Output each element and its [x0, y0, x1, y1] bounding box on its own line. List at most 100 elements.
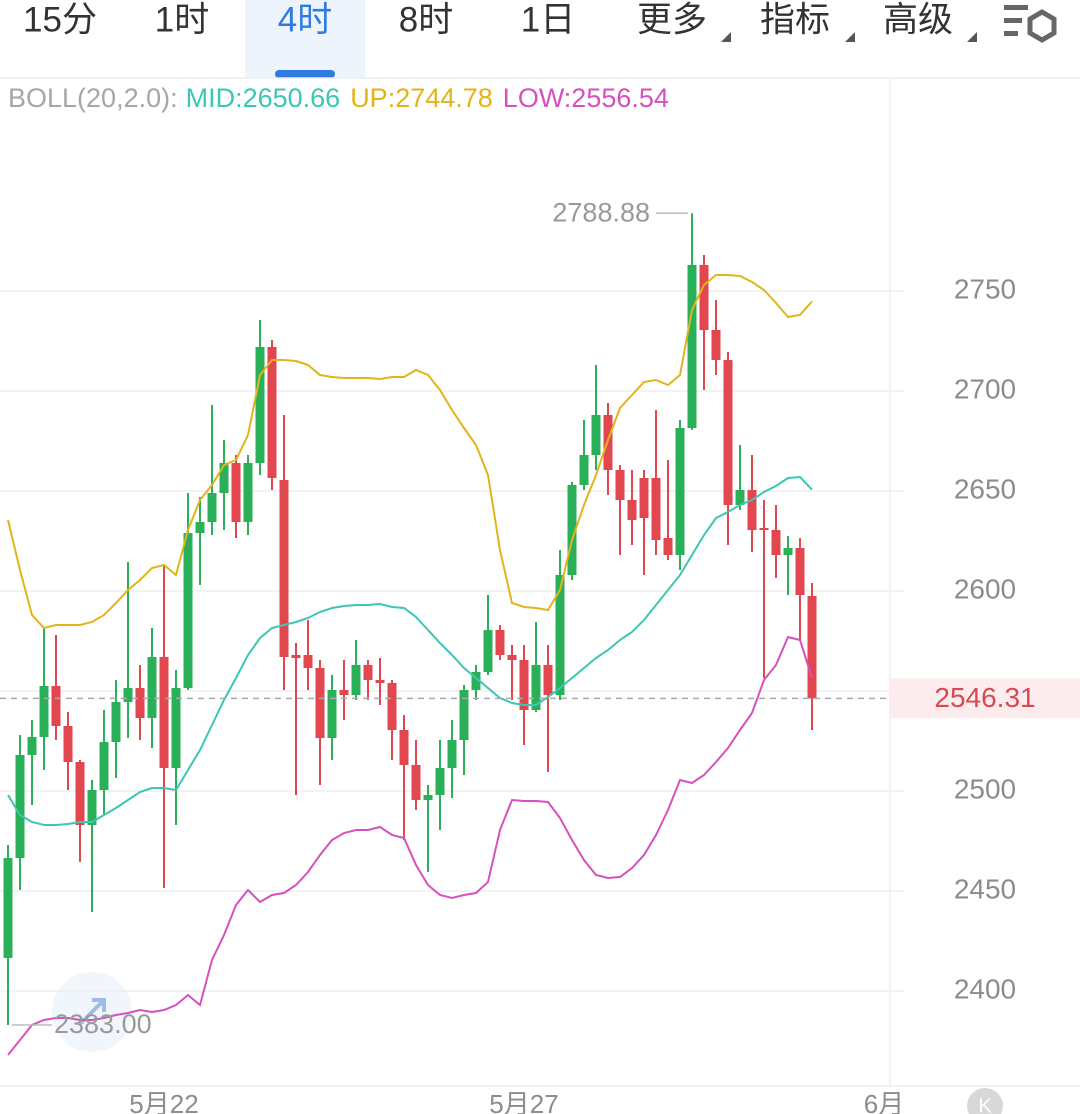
- candle-body: [639, 478, 649, 518]
- candle-body: [183, 533, 193, 688]
- candle-body: [711, 330, 721, 360]
- candle-body: [375, 680, 385, 683]
- candle-body: [207, 493, 217, 522]
- candle-body: [27, 737, 37, 755]
- x-tick-label: 6月: [864, 1089, 904, 1114]
- candle-body: [387, 683, 397, 730]
- x-tick-label: 5月22: [129, 1089, 198, 1114]
- candle-body: [399, 730, 409, 765]
- candle-body: [363, 665, 373, 680]
- candle-body: [339, 690, 349, 695]
- icon-bar: [1004, 18, 1022, 23]
- candle-body: [111, 702, 121, 742]
- tab[interactable]: 1日: [521, 0, 575, 39]
- tab[interactable]: 高级: [883, 0, 953, 39]
- candle-body: [351, 665, 361, 695]
- candle-body: [435, 768, 445, 795]
- candle-body: [699, 265, 709, 330]
- candle-body: [735, 490, 745, 505]
- candle-body: [243, 463, 253, 522]
- candle-body: [279, 480, 289, 657]
- selected-tab-indicator: [275, 70, 335, 78]
- candle-body: [267, 347, 277, 478]
- candle-body: [303, 655, 313, 668]
- candle-body: [423, 795, 433, 800]
- candle-body: [231, 463, 241, 522]
- k-button[interactable]: [967, 1088, 1003, 1114]
- candle-body: [651, 478, 661, 540]
- tab[interactable]: 更多: [637, 0, 707, 39]
- indicator-value: MID:2650.66: [186, 83, 341, 113]
- candles: [3, 213, 817, 1025]
- candle-body: [531, 665, 541, 710]
- y-tick-label: 2450: [954, 873, 1016, 904]
- candle-body: [51, 686, 61, 726]
- candle-body: [783, 548, 793, 555]
- low-label: 2383.00: [54, 1009, 152, 1039]
- candle-body: [675, 428, 685, 555]
- candle-body: [15, 755, 25, 858]
- candle-body: [471, 672, 481, 690]
- icon-bar: [1004, 5, 1028, 10]
- candle-body: [687, 265, 697, 428]
- candle-body: [291, 655, 301, 658]
- tab[interactable]: 8时: [399, 0, 453, 39]
- candle-body: [567, 485, 577, 575]
- tab[interactable]: 1时: [155, 0, 209, 39]
- icon-bar: [1004, 31, 1018, 36]
- candle-body: [447, 740, 457, 768]
- indicator-name: BOLL(20,2.0):: [8, 83, 178, 113]
- y-tick-label: 2600: [954, 573, 1016, 604]
- candle-body: [543, 665, 553, 695]
- indicator-value: UP:2744.78: [350, 83, 493, 113]
- indicator-legend: BOLL(20,2.0): MID:2650.66 UP:2744.78 LOW:25…: [8, 83, 669, 113]
- candle-body: [627, 500, 637, 520]
- tab[interactable]: 15分: [23, 0, 97, 39]
- candle-body: [99, 742, 109, 790]
- y-tick-label: 2400: [954, 973, 1016, 1004]
- tab[interactable]: 4时: [278, 0, 332, 39]
- candle-body: [39, 686, 49, 737]
- dropdown-arrow: [845, 32, 855, 42]
- x-tick-label: 5月27: [489, 1089, 558, 1114]
- boll-line: [7, 475, 813, 826]
- candle-body: [663, 538, 673, 555]
- tab[interactable]: 指标: [760, 0, 830, 39]
- y-tick-label: 2700: [954, 373, 1016, 404]
- candle-body: [591, 415, 601, 455]
- candle-body: [123, 688, 133, 702]
- candle-body: [327, 690, 337, 738]
- last-price-box: [890, 678, 1080, 719]
- candle-body: [771, 530, 781, 555]
- boll-line: [7, 274, 813, 630]
- dropdown-arrow: [967, 32, 977, 42]
- last-price-label: 2546.31: [934, 682, 1035, 713]
- candle-body: [483, 630, 493, 672]
- candle-body: [75, 762, 85, 825]
- indicator-value: LOW:2556.54: [503, 83, 669, 113]
- high-label: 2788.88: [552, 197, 650, 227]
- candle-body: [315, 668, 325, 738]
- candle-body: [807, 596, 817, 699]
- boll-line: [7, 635, 813, 1056]
- candle-body: [87, 790, 97, 825]
- candle-body: [195, 522, 205, 533]
- candle-body: [171, 688, 181, 768]
- settings-icon[interactable]: [1004, 5, 1057, 43]
- icon-hex: [1027, 9, 1057, 43]
- candle-body: [459, 690, 469, 740]
- candle-body: [147, 657, 157, 718]
- dropdown-arrow: [721, 32, 731, 42]
- candle-body: [759, 528, 769, 530]
- candle-body: [219, 463, 229, 493]
- candle-body: [747, 490, 757, 530]
- candle-body: [63, 726, 73, 762]
- candle-body: [723, 360, 733, 505]
- candle-body: [495, 630, 505, 655]
- y-tick-label: 2750: [954, 273, 1016, 304]
- candle-body: [3, 858, 13, 958]
- y-tick-label: 2650: [954, 473, 1016, 504]
